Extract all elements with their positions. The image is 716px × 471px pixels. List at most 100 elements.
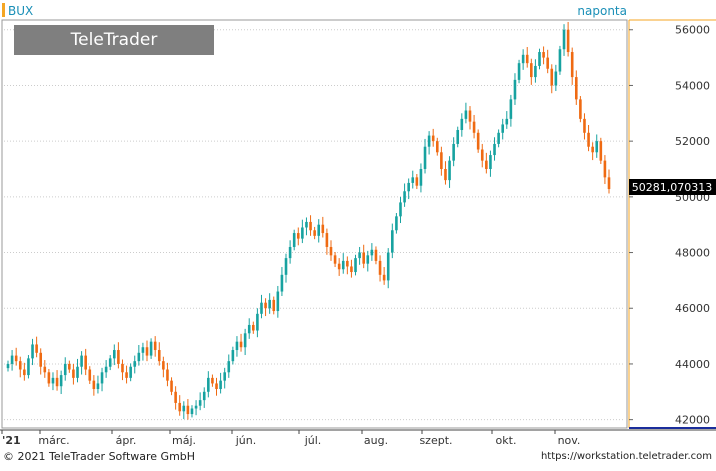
candle-down [47,372,51,384]
candle-down [346,260,349,267]
candle-down [444,168,447,181]
candle-down [480,149,484,161]
candle-up [448,160,451,181]
candle-down [550,68,554,86]
candle-up [100,372,104,384]
candle-down [211,377,214,384]
candle-up [260,302,263,314]
x-tick-label: '21 [2,434,21,447]
candle-down [84,355,87,370]
candle-up [456,130,460,144]
candle-down [435,141,439,153]
y-tick-label: 46000 [675,302,710,315]
candle-down [215,383,218,390]
candle-up [247,324,251,334]
x-tick-label: jún. [235,434,257,447]
candle-up [198,400,202,406]
x-tick-label: márc. [38,434,69,447]
watermark: TeleTrader WorkStation [14,25,214,80]
candle-down [88,369,92,381]
candle-up [96,383,100,390]
candle-up [235,341,239,351]
candle-up [391,230,394,253]
candle-down [309,221,312,231]
candle-up [219,380,222,390]
candle-up [505,118,509,125]
candle-down [68,363,71,370]
watermark-brand: TeleTrader [70,30,158,50]
candle-down [378,260,382,275]
candle-down [272,299,276,312]
candle-down [591,146,594,153]
footer: © 2021 TeleTrader Software GmbH https://… [0,448,716,467]
footer-url: https://workstation.teletrader.com [540,451,712,462]
candle-up [256,313,259,331]
copyright-text: © 2021 TeleTrader Software GmbH [3,450,196,463]
candle-up [354,258,357,273]
candle-up [521,54,525,64]
candle-up [31,344,34,359]
candle-up [63,363,67,376]
y-tick-label: 56000 [675,24,710,37]
candle-up [194,405,198,409]
candle-up [276,291,280,312]
candle-up [395,216,398,231]
candle-up [227,361,231,373]
candle-up [403,191,406,203]
candle-up [460,118,464,131]
candle-down [468,110,472,122]
candle-up [223,372,226,381]
candle-up [489,155,492,169]
candle-down [186,405,190,415]
candle-up [341,260,345,270]
candle-down [264,302,267,309]
interval-label: naponta [577,4,627,18]
candle-up [129,366,132,378]
last-value-text: 50281,070313 [632,181,712,194]
candle-up [538,52,541,66]
candle-up [399,202,402,217]
candle-up [501,124,505,133]
y-tick-label: 54000 [675,79,710,92]
candle-up [190,408,194,415]
candle-down [145,347,149,356]
candle-up [137,352,141,362]
candle-down [525,54,529,64]
candle-down [55,377,59,387]
candle-up [268,299,271,309]
candle-down [374,249,378,261]
candle-up [358,252,361,259]
candle-down [23,369,26,376]
candle-up [464,110,468,119]
candle-down [39,352,43,367]
candle-down [92,380,96,390]
grid [4,29,625,421]
x-tick-label: szept. [419,434,452,447]
candle-down [35,344,38,353]
candle-up [27,358,30,376]
y-tick-label: 48000 [675,247,710,260]
candle-up [509,99,513,119]
y-tick-label: 52000 [675,135,710,148]
candle-down [157,350,161,362]
candle-down [178,402,182,412]
candle-up [202,391,206,401]
candle-down [546,57,549,69]
candle-up [133,361,137,367]
candle-down [162,361,165,370]
candle-down [321,224,325,234]
y-tick-label: 44000 [675,358,710,371]
candle-up [280,274,284,292]
candle-down [72,369,75,378]
x-tick-label: máj. [172,434,196,447]
candle-down [313,230,316,236]
candle-up [80,355,83,367]
candle-down [476,132,480,150]
candle-up [497,132,500,144]
candles [6,21,611,420]
candle-down [18,361,22,370]
candle-down [337,263,341,270]
candle-up [558,49,562,72]
